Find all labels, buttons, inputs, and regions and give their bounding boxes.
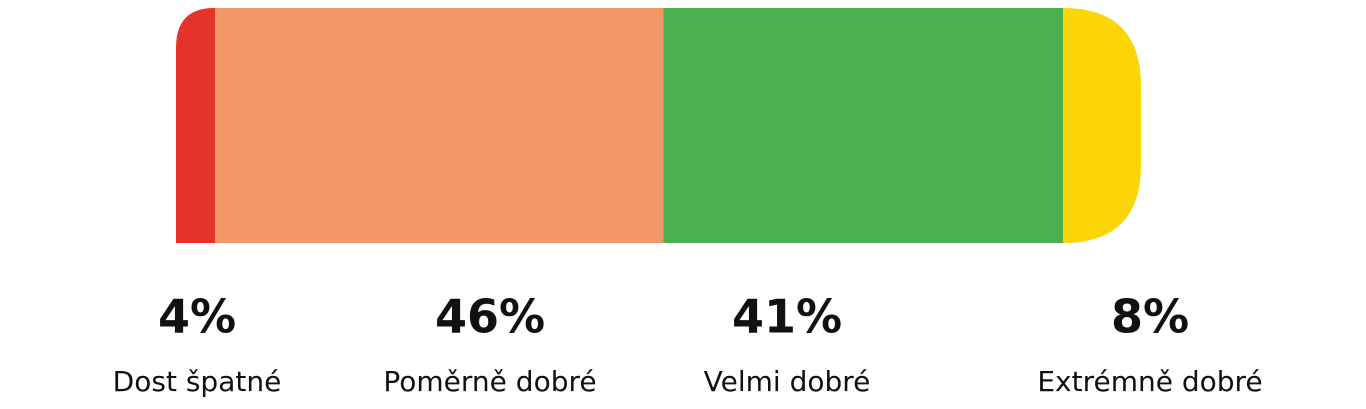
- category-label: Dost špatné: [113, 365, 282, 398]
- value-label: 41%: [732, 290, 842, 344]
- bar-group: [176, 8, 1141, 243]
- bar-segment: [214, 8, 664, 243]
- category-label: Poměrně dobré: [383, 365, 596, 398]
- value-label: 8%: [1111, 290, 1189, 344]
- value-label: 46%: [435, 290, 545, 344]
- bar-segment: [176, 8, 215, 243]
- bar-segment: [1063, 8, 1141, 243]
- bar-segment: [663, 8, 1064, 243]
- category-label: Extrémně dobré: [1037, 365, 1262, 398]
- category-label: Velmi dobré: [704, 365, 871, 398]
- value-label: 4%: [158, 290, 236, 344]
